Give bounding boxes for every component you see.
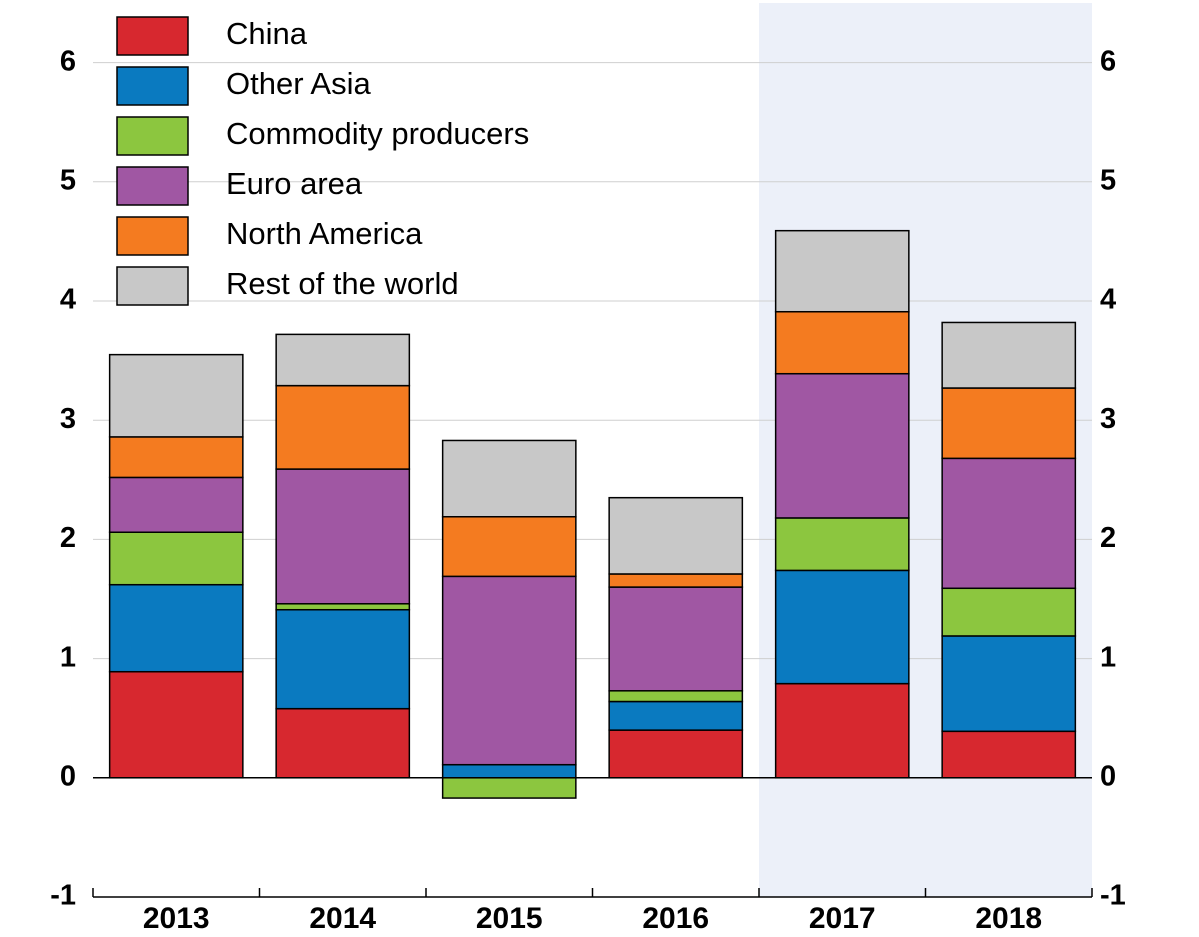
bar-segment	[774, 682, 910, 779]
bar-segment	[275, 707, 411, 779]
bar-segment	[608, 573, 744, 588]
y-tick-label: 3	[60, 403, 76, 435]
bar-segment	[608, 700, 744, 731]
bar-segment	[774, 569, 910, 685]
y2-tick-label: 3	[1100, 403, 1116, 435]
x-tick-label: 2013	[143, 902, 210, 935]
bar-segment	[108, 670, 244, 779]
bar-segment	[941, 457, 1077, 590]
y2-tick-label: 6	[1100, 45, 1116, 77]
y2-tick-label: 4	[1100, 284, 1116, 316]
y-tick-label: 1	[60, 641, 76, 673]
legend-swatch	[116, 66, 189, 106]
x-tick-label: 2014	[309, 902, 376, 935]
legend-label: Euro area	[226, 166, 363, 201]
bar-segment	[441, 763, 577, 779]
legend-label: China	[226, 16, 308, 51]
y-tick-label: 2	[60, 522, 76, 554]
legend-swatch	[116, 216, 189, 256]
bar-segment	[108, 531, 244, 586]
bar-segment	[275, 608, 411, 710]
legend-label: Rest of the world	[226, 266, 459, 301]
y-tick-label: 0	[60, 760, 76, 792]
bar-segment	[941, 635, 1077, 733]
bar-segment	[108, 476, 244, 533]
bar-segment	[275, 603, 411, 611]
bar-segment	[441, 439, 577, 518]
y-tick-label: 5	[60, 164, 76, 196]
bar-segment	[108, 583, 244, 673]
bar-segment	[108, 353, 244, 438]
bar-segment	[941, 730, 1077, 779]
y-tick-label: 4	[60, 284, 76, 316]
bar-segment	[774, 372, 910, 519]
x-tick-label: 2016	[642, 902, 709, 935]
bar-segment	[108, 436, 244, 479]
legend-swatch	[116, 166, 189, 206]
bar-segment	[441, 516, 577, 578]
y-tick-label: 6	[60, 45, 76, 77]
bar-segment	[774, 229, 910, 313]
legend-swatch	[116, 16, 189, 56]
x-tick-label: 2015	[476, 902, 543, 935]
legend-label: Other Asia	[226, 66, 371, 101]
bar-segment	[774, 310, 910, 375]
bar-segment	[608, 729, 744, 779]
bar-segment	[441, 777, 577, 799]
bar-segment	[275, 384, 411, 470]
bar-segment	[774, 517, 910, 572]
bar-segment	[441, 575, 577, 766]
y2-tick-label: 0	[1100, 760, 1116, 792]
y2-tick-label: 1	[1100, 641, 1116, 673]
x-tick-label: 2018	[975, 902, 1042, 935]
bar-segment	[608, 690, 744, 703]
y2-tick-label: 2	[1100, 522, 1116, 554]
bar-segment	[941, 387, 1077, 460]
bar-segment	[608, 586, 744, 692]
y2-tick-label: -1	[1100, 880, 1126, 912]
x-tick-label: 2017	[809, 902, 876, 935]
bar-segment	[941, 321, 1077, 389]
y-tick-label: -1	[50, 880, 76, 912]
bar-segment	[275, 333, 411, 387]
y2-tick-label: 5	[1100, 164, 1116, 196]
bar-segment	[608, 496, 744, 575]
bar-segment	[275, 468, 411, 605]
legend-swatch	[116, 116, 189, 156]
legend-label: North America	[226, 216, 423, 251]
bar-segment	[941, 587, 1077, 637]
legend-swatch	[116, 266, 189, 306]
legend-label: Commodity producers	[226, 116, 529, 151]
